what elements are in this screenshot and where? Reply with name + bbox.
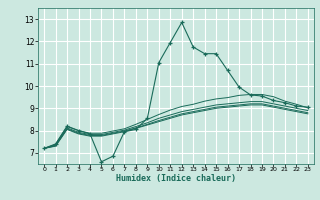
X-axis label: Humidex (Indice chaleur): Humidex (Indice chaleur) — [116, 174, 236, 183]
